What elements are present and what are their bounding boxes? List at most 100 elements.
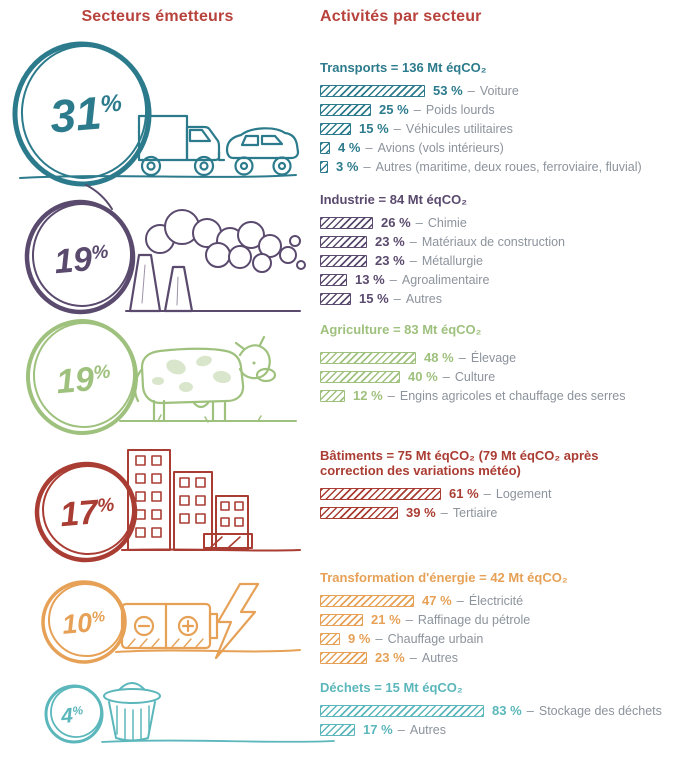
truck-icon xyxy=(137,114,226,177)
industrie-illustration: 19% xyxy=(8,183,308,323)
section-title: Bâtiments = 75 Mt éqCO₂ (79 Mt éqCO₂ apr… xyxy=(320,448,599,478)
activity-bar xyxy=(320,292,351,305)
activity-label: Électricité xyxy=(468,593,524,608)
activity-row: 17 % – Autres xyxy=(320,722,668,737)
activity-row: 40 % – Culture xyxy=(320,369,668,384)
activity-bar xyxy=(320,651,367,664)
separator: – xyxy=(389,272,397,287)
activity-bar xyxy=(320,141,330,154)
separator: – xyxy=(397,722,405,737)
batiments-illustration: 17% xyxy=(8,438,304,565)
activity-pct: 39 % xyxy=(406,505,436,520)
activity-pct: 9 % xyxy=(348,631,371,646)
transports-illustration: 31% xyxy=(8,26,304,200)
activity-pct: 3 % xyxy=(336,159,359,174)
activity-label: Stockage des déchets xyxy=(538,703,662,718)
cow-icon xyxy=(133,335,277,423)
share-circle xyxy=(44,684,104,744)
activity-row: 48 % – Élevage xyxy=(320,350,668,365)
section-energie: Transformation d'énergie = 42 Mt éqCO₂ 4… xyxy=(320,570,668,670)
activity-row: 12 % – Engins agricoles et chauffage des… xyxy=(320,388,668,403)
activity-bar xyxy=(320,84,425,97)
activity-bar xyxy=(320,632,340,645)
activity-pct: 25 % xyxy=(379,102,409,117)
activity-bar xyxy=(320,487,441,500)
separator: – xyxy=(393,291,401,306)
factory-icon xyxy=(128,253,194,313)
activity-label: Chimie xyxy=(427,215,467,230)
activity-pct: 48 % xyxy=(424,350,454,365)
activity-bar xyxy=(320,723,355,736)
separator: – xyxy=(413,102,421,117)
activity-row: 25 % – Poids lourds xyxy=(320,102,668,117)
separator: – xyxy=(415,215,423,230)
separator: – xyxy=(467,83,475,98)
section-transports: Transports = 136 Mt éqCO₂ 53 % – Voiture… xyxy=(320,60,668,179)
section-dechets: Déchets = 15 Mt éqCO₂ 83 % – Stockage de… xyxy=(320,680,668,742)
activity-row: 15 % – Véhicules utilitaires xyxy=(320,121,668,136)
activity-pct: 4 % xyxy=(338,140,361,155)
separator: – xyxy=(387,388,395,403)
agriculture-illustration: 19% xyxy=(8,315,304,437)
activity-pct: 21 % xyxy=(371,612,401,627)
activity-label: Voiture xyxy=(479,83,519,98)
separator: – xyxy=(405,612,413,627)
activity-bar xyxy=(320,254,367,267)
share-percent: 17% xyxy=(59,492,117,535)
separator: – xyxy=(526,703,534,718)
share-percent: 19% xyxy=(53,239,111,282)
activity-bar xyxy=(320,122,351,135)
activity-pct: 23 % xyxy=(375,650,405,665)
activity-label: Agroalimentaire xyxy=(401,272,490,287)
trash-can-icon xyxy=(103,682,161,742)
activity-pct: 26 % xyxy=(381,215,411,230)
activity-row: 39 % – Tertiaire xyxy=(320,505,668,520)
activity-pct: 23 % xyxy=(375,234,405,249)
activity-label: Élevage xyxy=(470,350,517,365)
activity-bar xyxy=(320,594,414,607)
share-percent: 10% xyxy=(61,606,107,640)
activity-label: Métallurgie xyxy=(421,253,484,268)
activity-label: Avions (vols intérieurs) xyxy=(377,140,504,155)
car-icon xyxy=(225,127,300,176)
section-title: Transformation d'énergie = 42 Mt éqCO₂ xyxy=(320,570,568,585)
lightning-icon xyxy=(214,582,260,660)
activity-row: 47 % – Électricité xyxy=(320,593,668,608)
activity-row: 61 % – Logement xyxy=(320,486,668,501)
activity-label: Autres xyxy=(421,650,459,665)
share-circle xyxy=(24,199,136,315)
activity-label: Autres xyxy=(409,722,447,737)
activity-row: 53 % – Voiture xyxy=(320,83,668,98)
activity-label: Matériaux de construction xyxy=(421,234,566,249)
energie-illustration: 10% xyxy=(8,570,304,672)
activity-pct: 15 % xyxy=(359,121,389,136)
share-percent: 31% xyxy=(48,85,125,143)
activity-bar xyxy=(320,103,371,116)
activity-bar xyxy=(320,351,416,364)
activity-pct: 17 % xyxy=(363,722,393,737)
ground-line xyxy=(19,174,297,179)
activity-row: 26 % – Chimie xyxy=(320,215,668,230)
smoke-cloud-icon xyxy=(145,209,306,273)
activity-bar xyxy=(320,160,328,173)
activity-bar xyxy=(320,389,345,402)
activity-pct: 15 % xyxy=(359,291,389,306)
activity-label: Tertiaire xyxy=(452,505,498,520)
activity-row: 15 % – Autres xyxy=(320,291,668,306)
activity-pct: 61 % xyxy=(449,486,479,501)
separator: – xyxy=(440,505,448,520)
grass xyxy=(157,414,262,423)
activity-label: Autres (maritime, deux roues, ferroviair… xyxy=(375,159,642,174)
section-title: Agriculture = 83 Mt éqCO₂ xyxy=(320,322,482,337)
section-batiments: Bâtiments = 75 Mt éqCO₂ (79 Mt éqCO₂ apr… xyxy=(320,448,668,525)
activity-pct: 53 % xyxy=(433,83,463,98)
share-circle xyxy=(41,580,127,664)
right-column-title: Activités par secteur xyxy=(320,8,482,25)
separator: – xyxy=(442,369,450,384)
activity-row: 9 % – Chauffage urbain xyxy=(320,631,668,646)
separator: – xyxy=(393,121,401,136)
activity-label: Poids lourds xyxy=(425,102,495,117)
activity-label: Véhicules utilitaires xyxy=(405,121,513,136)
section-title: Industrie = 84 Mt éqCO₂ xyxy=(320,192,467,207)
